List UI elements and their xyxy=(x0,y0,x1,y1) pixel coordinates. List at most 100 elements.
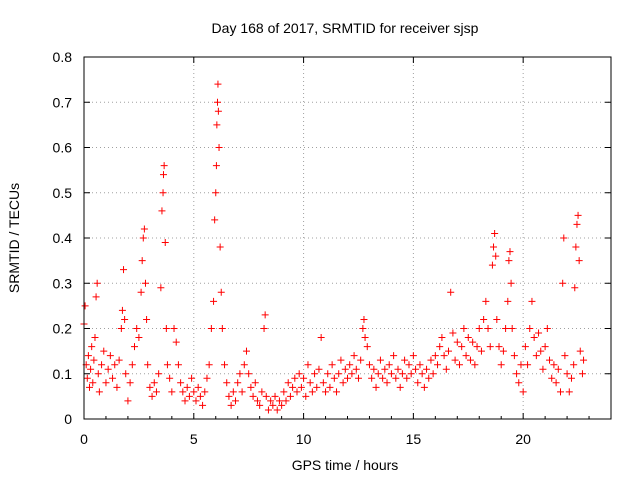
data-point xyxy=(337,356,345,364)
data-point xyxy=(190,388,198,396)
data-point xyxy=(135,334,143,342)
data-point xyxy=(280,388,288,396)
data-point xyxy=(453,338,461,346)
data-point xyxy=(344,374,351,382)
data-point xyxy=(420,383,428,391)
data-point xyxy=(234,379,242,387)
data-point xyxy=(297,383,305,391)
data-point xyxy=(447,288,455,296)
data-point xyxy=(550,361,558,369)
data-point xyxy=(102,379,110,387)
x-axis-ticks: 0 5 10 15 20 xyxy=(80,57,590,447)
data-point xyxy=(574,211,582,219)
data-point xyxy=(126,379,134,387)
data-point xyxy=(513,370,521,378)
data-point xyxy=(482,297,490,305)
data-point xyxy=(295,370,303,378)
data-point xyxy=(203,374,211,382)
data-point xyxy=(490,243,498,251)
data-point xyxy=(158,207,166,215)
data-point xyxy=(515,379,523,387)
data-point xyxy=(131,343,139,351)
y-axis-ticks: 0 0.1 0.2 0.3 0.4 0.5 0.6 0.7 0.8 xyxy=(53,49,611,427)
data-point xyxy=(92,293,100,301)
data-point xyxy=(409,352,417,360)
data-point xyxy=(183,383,191,391)
data-point xyxy=(350,352,358,360)
data-point xyxy=(352,365,360,373)
data-point xyxy=(405,361,413,369)
data-point xyxy=(423,365,431,373)
data-point xyxy=(258,388,266,396)
data-point xyxy=(504,297,512,305)
y-tick-label: 0.6 xyxy=(53,140,73,156)
data-point xyxy=(267,397,275,405)
data-point xyxy=(282,397,290,405)
data-point xyxy=(84,352,92,360)
data-point xyxy=(159,171,167,179)
data-point xyxy=(214,80,222,88)
data-point xyxy=(535,329,543,337)
data-point xyxy=(466,356,474,364)
data-point xyxy=(462,352,470,360)
data-point xyxy=(218,325,226,332)
data-point xyxy=(335,370,343,378)
y-tick-label: 0.3 xyxy=(53,275,73,291)
data-point xyxy=(286,392,294,400)
data-point xyxy=(357,356,365,364)
data-point xyxy=(431,352,439,360)
data-point xyxy=(365,361,373,369)
data-point xyxy=(166,374,174,382)
data-point xyxy=(172,338,180,346)
data-point xyxy=(192,397,200,405)
data-point xyxy=(302,392,310,400)
data-point xyxy=(185,392,193,400)
data-point xyxy=(576,347,584,355)
data-point xyxy=(106,352,114,360)
data-point xyxy=(168,388,176,396)
data-point xyxy=(556,388,564,396)
data-point xyxy=(214,98,222,106)
data-point xyxy=(499,347,507,355)
data-point xyxy=(469,338,477,346)
y-tick-label: 0.8 xyxy=(53,49,73,65)
data-point xyxy=(486,343,494,351)
data-point xyxy=(128,361,136,369)
data-point xyxy=(348,370,356,378)
data-point xyxy=(442,365,450,373)
data-point xyxy=(519,388,527,396)
data-point xyxy=(396,383,404,391)
data-point xyxy=(403,374,411,382)
data-point xyxy=(181,397,189,405)
data-point xyxy=(477,347,485,355)
data-point xyxy=(480,315,488,323)
data-point xyxy=(141,279,149,287)
data-point xyxy=(210,297,218,305)
data-point xyxy=(264,406,272,414)
data-point xyxy=(567,374,575,382)
data-point xyxy=(95,388,103,396)
y-tick-label: 0 xyxy=(64,411,72,427)
data-point xyxy=(449,329,457,337)
data-point xyxy=(507,279,515,287)
data-point xyxy=(578,370,586,378)
data-point xyxy=(418,370,426,378)
data-point xyxy=(436,343,444,351)
data-point xyxy=(308,388,316,396)
data-point xyxy=(124,397,132,405)
data-point xyxy=(253,397,261,405)
data-point xyxy=(521,343,529,351)
data-point xyxy=(260,325,268,332)
data-point xyxy=(85,383,93,391)
data-point xyxy=(517,361,525,369)
data-point xyxy=(475,325,483,332)
data-point xyxy=(372,383,380,391)
data-point xyxy=(572,243,580,251)
data-point xyxy=(530,334,538,342)
data-point xyxy=(109,374,117,382)
data-point xyxy=(528,297,536,305)
data-point xyxy=(89,379,97,387)
y-tick-label: 0.7 xyxy=(53,94,73,110)
data-point xyxy=(289,383,297,391)
